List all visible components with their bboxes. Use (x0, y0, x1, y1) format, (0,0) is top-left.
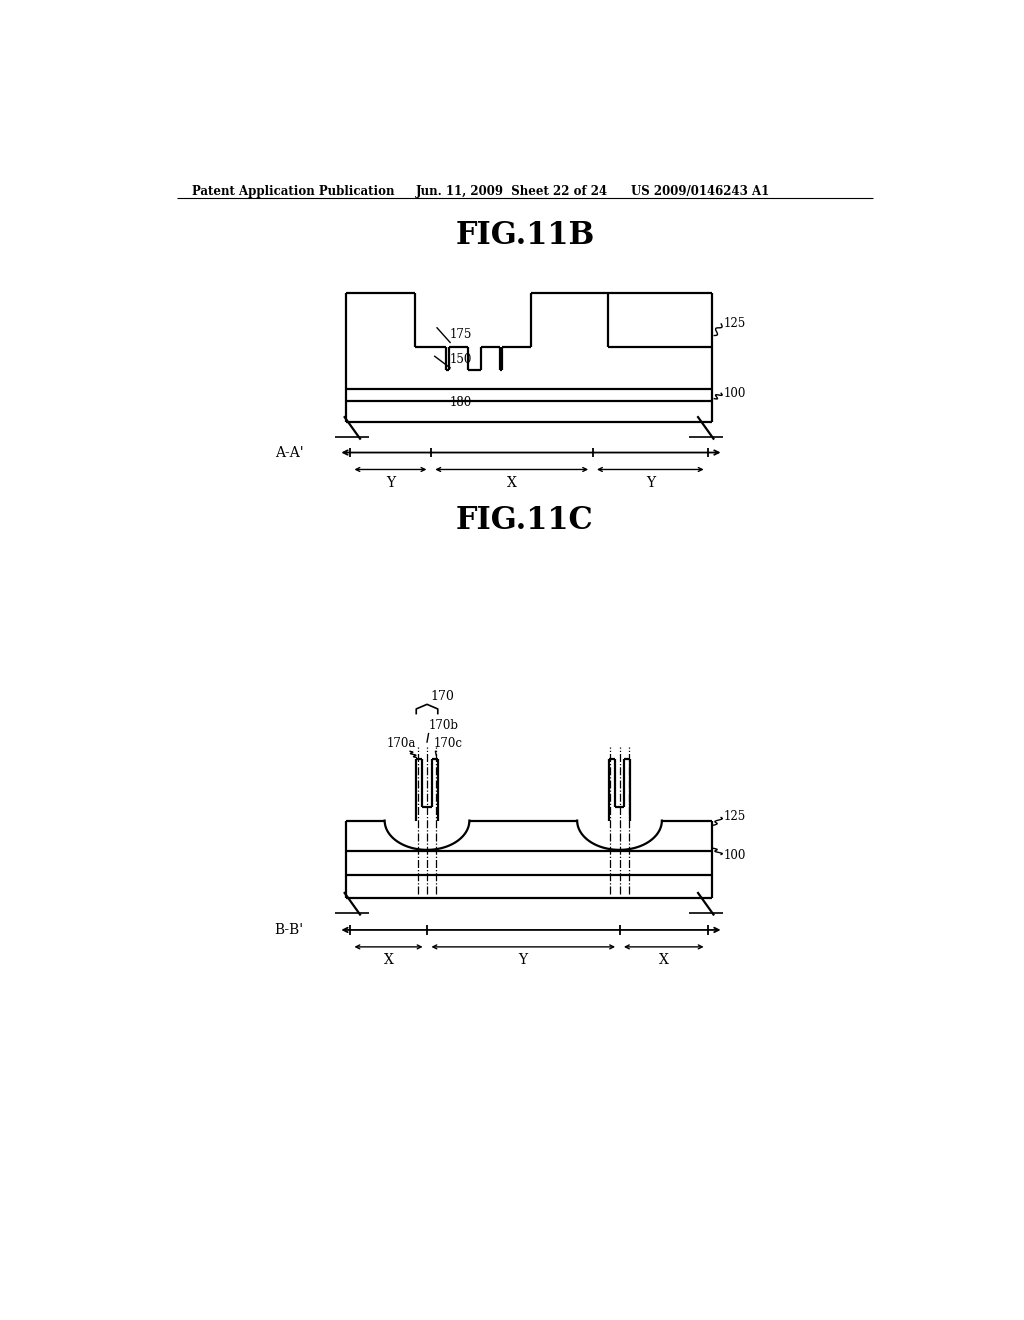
Text: US 2009/0146243 A1: US 2009/0146243 A1 (631, 185, 769, 198)
Text: Patent Application Publication: Patent Application Publication (193, 185, 394, 198)
Text: Jun. 11, 2009  Sheet 22 of 24: Jun. 11, 2009 Sheet 22 of 24 (416, 185, 607, 198)
Text: 170b: 170b (429, 719, 459, 733)
Text: X: X (384, 953, 393, 968)
Text: 100: 100 (724, 387, 745, 400)
Text: A-A': A-A' (275, 446, 304, 459)
Text: X: X (658, 953, 669, 968)
Text: 175: 175 (451, 327, 472, 341)
Text: 170: 170 (431, 690, 455, 702)
Text: 180: 180 (451, 396, 472, 409)
Text: Y: Y (519, 953, 527, 968)
Text: 125: 125 (724, 317, 745, 330)
Text: 150: 150 (451, 354, 472, 367)
Text: X: X (507, 475, 517, 490)
Text: Y: Y (646, 475, 655, 490)
Text: Y: Y (386, 475, 395, 490)
Text: 170a: 170a (387, 737, 417, 750)
Text: FIG.11C: FIG.11C (456, 506, 594, 536)
Text: 170c: 170c (433, 737, 462, 750)
Text: 100: 100 (724, 849, 745, 862)
Text: FIG.11B: FIG.11B (456, 220, 594, 251)
Text: B-B': B-B' (274, 923, 304, 937)
Text: 125: 125 (724, 810, 745, 824)
